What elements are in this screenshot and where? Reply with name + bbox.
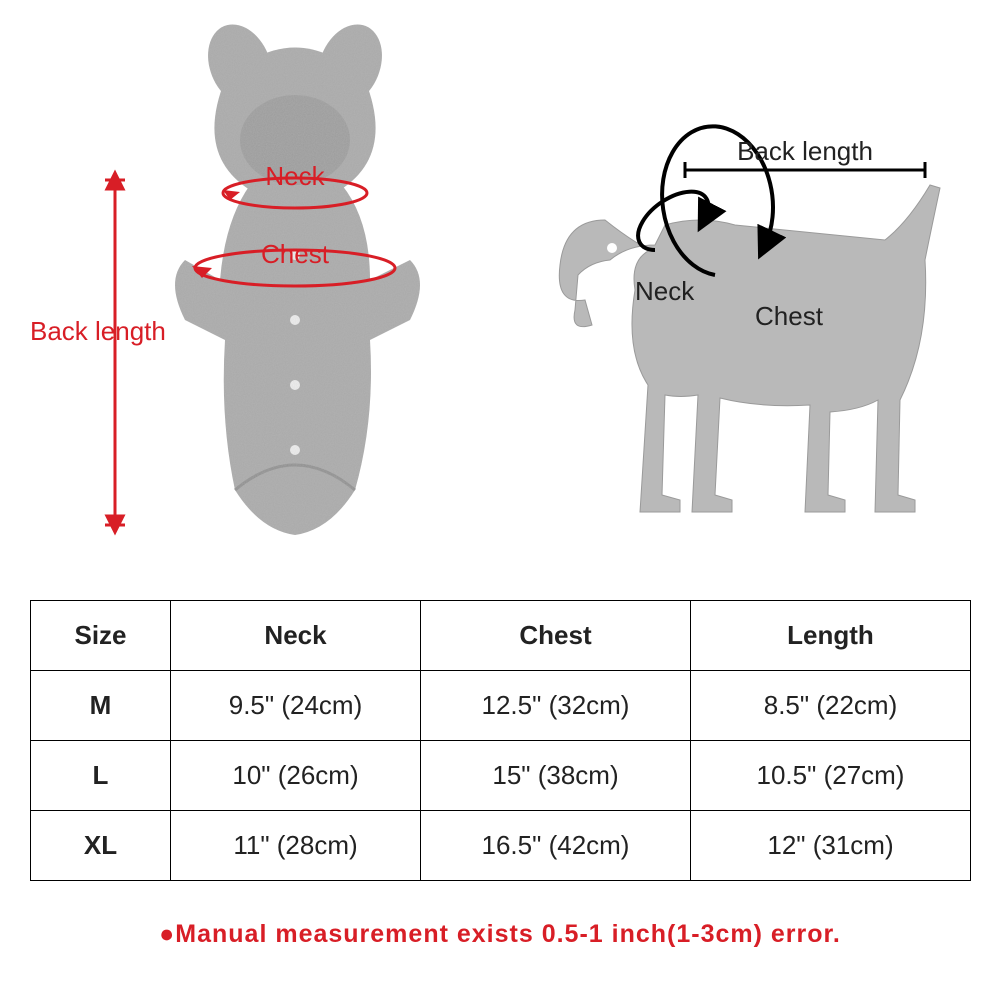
table-row: XL 11" (28cm) 16.5" (42cm) 12" (31cm) bbox=[31, 811, 971, 881]
col-chest: Chest bbox=[421, 601, 691, 671]
garment-chest-label: Chest bbox=[261, 239, 330, 269]
dog-chest-label: Chest bbox=[755, 301, 824, 331]
table-header-row: Size Neck Chest Length bbox=[31, 601, 971, 671]
dog-illustration: Back length Neck Chest bbox=[559, 126, 940, 512]
dog-neck-label: Neck bbox=[635, 276, 695, 306]
garment-illustration: Neck Chest bbox=[105, 15, 420, 535]
col-size: Size bbox=[31, 601, 171, 671]
dog-backlength-label: Back length bbox=[737, 136, 873, 166]
garment-neck-label: Neck bbox=[265, 161, 325, 191]
size-table-region: Size Neck Chest Length M 9.5" (24cm) 12.… bbox=[30, 600, 970, 881]
col-neck: Neck bbox=[171, 601, 421, 671]
garment-backlength-label: Back length bbox=[30, 316, 166, 346]
table-row: M 9.5" (24cm) 12.5" (32cm) 8.5" (22cm) bbox=[31, 671, 971, 741]
diagram-region: Neck Chest Back length Back length Neck … bbox=[0, 0, 1000, 580]
size-table: Size Neck Chest Length M 9.5" (24cm) 12.… bbox=[30, 600, 971, 881]
col-length: Length bbox=[691, 601, 971, 671]
footnote: ●Manual measurement exists 0.5-1 inch(1-… bbox=[0, 920, 1000, 949]
table-row: L 10" (26cm) 15" (38cm) 10.5" (27cm) bbox=[31, 741, 971, 811]
